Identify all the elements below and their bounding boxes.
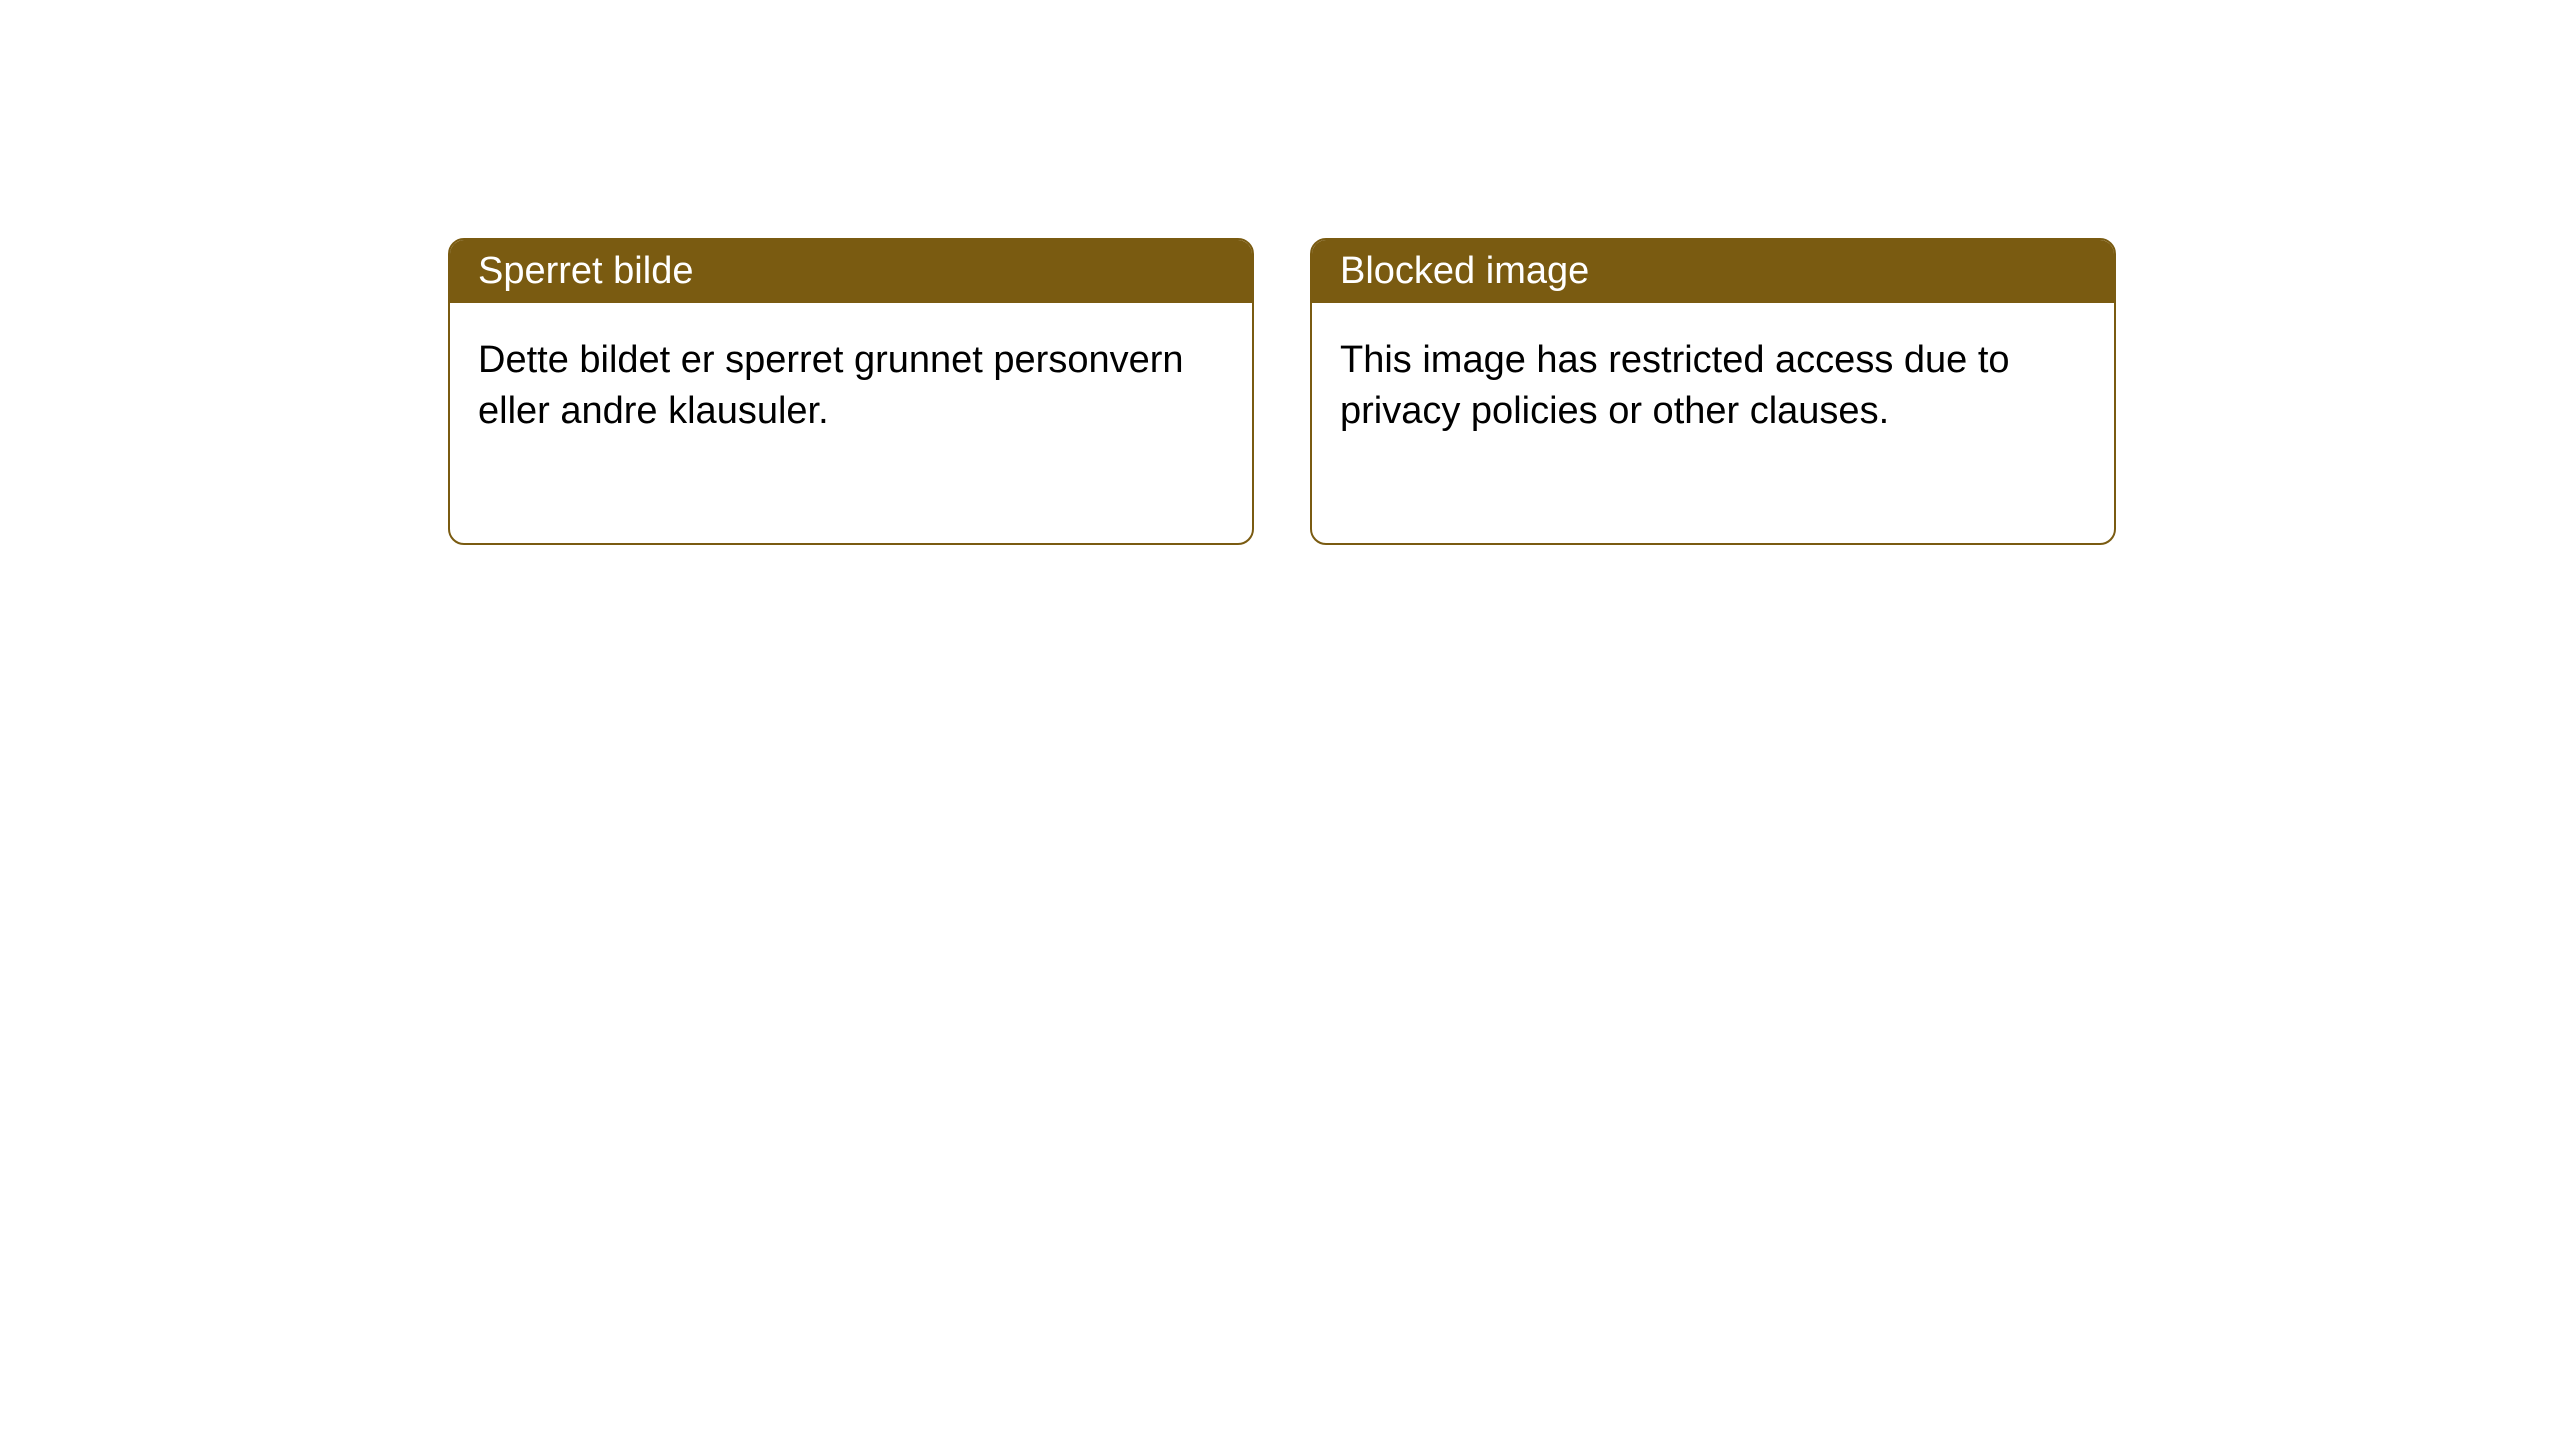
card-body: This image has restricted access due to …	[1312, 303, 2114, 543]
notice-card-norwegian: Sperret bilde Dette bildet er sperret gr…	[448, 238, 1254, 545]
notice-card-container: Sperret bilde Dette bildet er sperret gr…	[448, 238, 2116, 545]
card-body: Dette bildet er sperret grunnet personve…	[450, 303, 1252, 543]
notice-card-english: Blocked image This image has restricted …	[1310, 238, 2116, 545]
card-header: Blocked image	[1312, 240, 2114, 303]
card-header: Sperret bilde	[450, 240, 1252, 303]
